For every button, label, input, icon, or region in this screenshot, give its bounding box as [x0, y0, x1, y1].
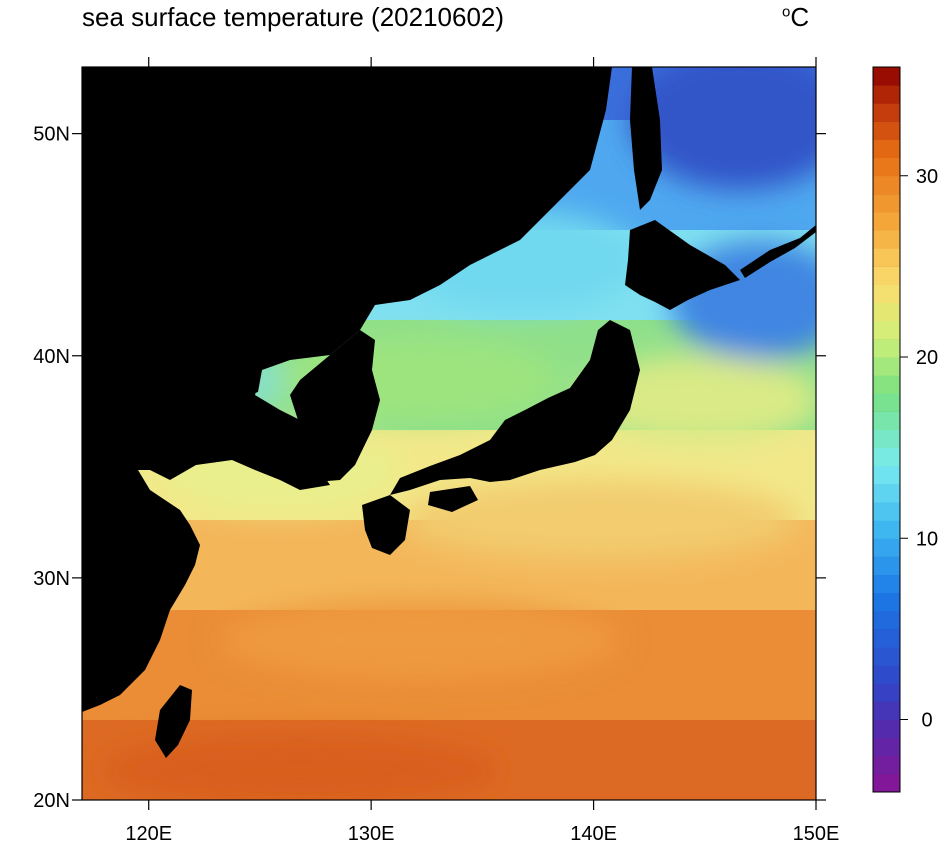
colorbar-cell — [873, 683, 900, 702]
colorbar-frame — [872, 66, 901, 793]
colorbar-cell — [873, 502, 900, 521]
colorbar-cell — [873, 628, 900, 648]
colorbar-cell — [873, 284, 900, 304]
colorbar-cell — [873, 520, 900, 539]
colorbar-cell — [873, 737, 900, 757]
land-shandong — [200, 368, 262, 398]
colorbar-tick-label: 20 — [916, 347, 938, 369]
colorbar-cell — [873, 302, 900, 322]
colorbar-cell — [873, 429, 900, 449]
land — [82, 67, 816, 758]
lon-tick-label: 130E — [348, 823, 395, 845]
land-shikoku — [428, 486, 478, 512]
land-sakhalin — [630, 67, 662, 210]
lat-tick-label: 50N — [33, 124, 70, 146]
colorbar-cell — [873, 157, 900, 177]
colorbar-cell — [873, 538, 900, 557]
lon-tick-label: 140E — [570, 823, 617, 845]
colorbar-cell — [873, 647, 900, 666]
colorbar-cell — [873, 212, 900, 231]
colorbar-cell — [873, 230, 900, 249]
axis-labels: 120E 130E 140E 150E 20N 30N 40N 50N — [33, 124, 839, 845]
land-kurils — [740, 225, 816, 278]
colorbar-cell — [873, 556, 900, 575]
colorbar-cell — [873, 193, 900, 213]
colorbar-cell — [873, 357, 900, 376]
sst-warm-pool — [100, 735, 500, 800]
land-honshu — [390, 320, 640, 495]
colorbar-cell — [873, 175, 900, 195]
lon-tick-label: 150E — [793, 823, 840, 845]
land-kyushu — [362, 495, 410, 555]
sst-kuroshio-ext-yellow — [580, 355, 816, 445]
colorbar-cell — [873, 338, 900, 358]
land-asia-mainland — [82, 67, 612, 712]
colorbar-cell — [873, 375, 900, 394]
axis-ticks — [72, 57, 826, 810]
colorbar-cell — [873, 103, 900, 122]
lon-tick-label: 120E — [125, 823, 172, 845]
sst-orange-patch — [220, 600, 620, 680]
colorbar-cell — [873, 67, 900, 86]
colorbar-cell — [873, 701, 900, 720]
sst-kuroshio-yellow — [400, 480, 800, 560]
colorbar-cell — [873, 320, 900, 340]
land-korea — [290, 330, 380, 482]
colorbar-cell — [873, 483, 900, 503]
map-frame — [81, 66, 817, 801]
colorbar-cell — [873, 447, 900, 467]
colorbar-cell — [873, 610, 900, 630]
colorbar-cell — [873, 411, 900, 430]
degree-sign: o — [782, 3, 791, 21]
colorbar-cell — [873, 248, 900, 267]
colorbar-cell — [873, 465, 900, 485]
colorbar-cell — [873, 393, 900, 412]
colorbar-cell — [873, 139, 900, 159]
colorbar-ticks: 0 10 20 30 — [900, 166, 938, 732]
map-title: sea surface temperature (20210602) — [82, 2, 505, 32]
lat-tick-label: 20N — [33, 790, 70, 812]
colorbar-cell — [873, 592, 900, 612]
sst-okhotsk-cold — [630, 67, 816, 190]
sst-features — [100, 67, 816, 800]
colorbar-cell — [873, 773, 900, 793]
land-liaodong — [155, 340, 200, 372]
lat-tick-label: 30N — [33, 568, 70, 590]
land-taiwan — [155, 685, 192, 758]
colorbar-cell — [873, 85, 900, 104]
land-hokkaido — [625, 220, 740, 310]
colorbar-cell — [873, 719, 900, 739]
colorbar-tick-label: 10 — [916, 528, 938, 550]
colorbar-cell — [873, 574, 900, 594]
unit-label: oC — [782, 2, 809, 33]
unit-letter: C — [790, 2, 810, 32]
colorbar — [873, 66, 900, 793]
colorbar-tick-label: 30 — [916, 166, 938, 188]
colorbar-cell — [873, 266, 900, 285]
colorbar-tick-label: 0 — [921, 710, 932, 732]
colorbar-cell — [873, 121, 900, 140]
colorbar-cell — [873, 755, 900, 775]
lat-tick-label: 40N — [33, 346, 70, 368]
colorbar-cell — [873, 665, 900, 684]
